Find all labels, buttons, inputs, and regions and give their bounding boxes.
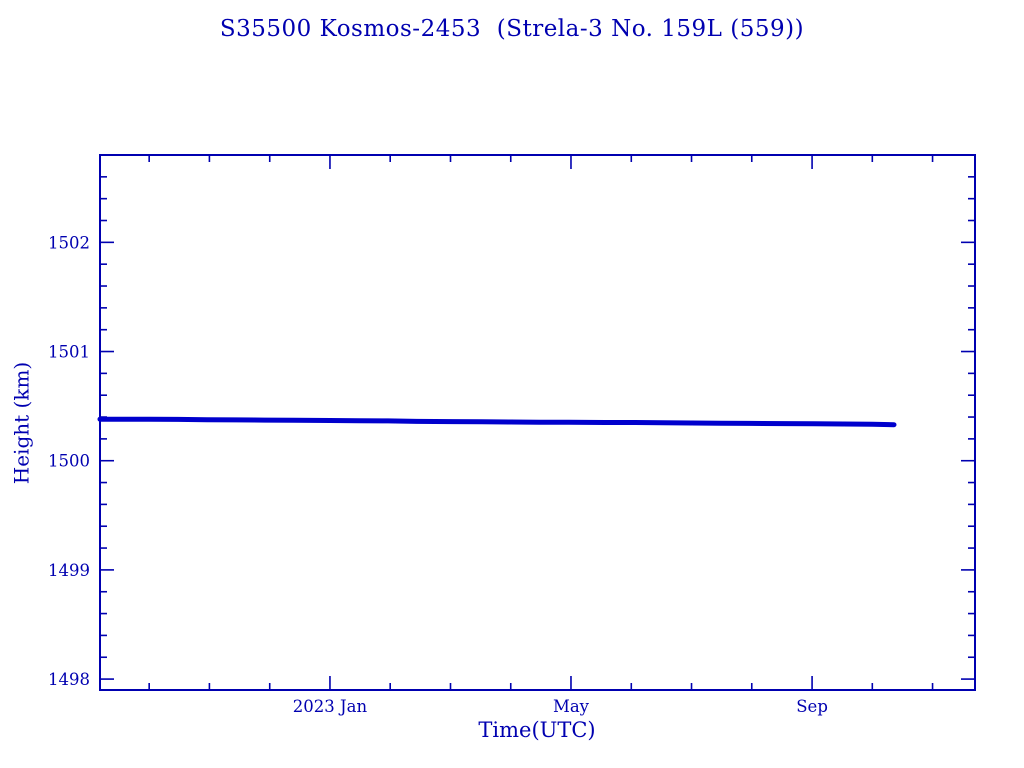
x-axis-label: Time(UTC) [478,718,596,742]
svg-text:May: May [553,697,590,716]
svg-text:1499: 1499 [48,561,90,580]
svg-text:1500: 1500 [48,452,90,471]
svg-text:Sep: Sep [796,697,828,716]
svg-text:1502: 1502 [48,233,90,252]
chart-title: S35500 Kosmos-2453 (Strela-3 No. 159L (5… [219,16,805,42]
svg-text:1501: 1501 [48,343,90,362]
svg-text:2023 Jan: 2023 Jan [293,697,368,716]
svg-text:1498: 1498 [48,670,90,689]
